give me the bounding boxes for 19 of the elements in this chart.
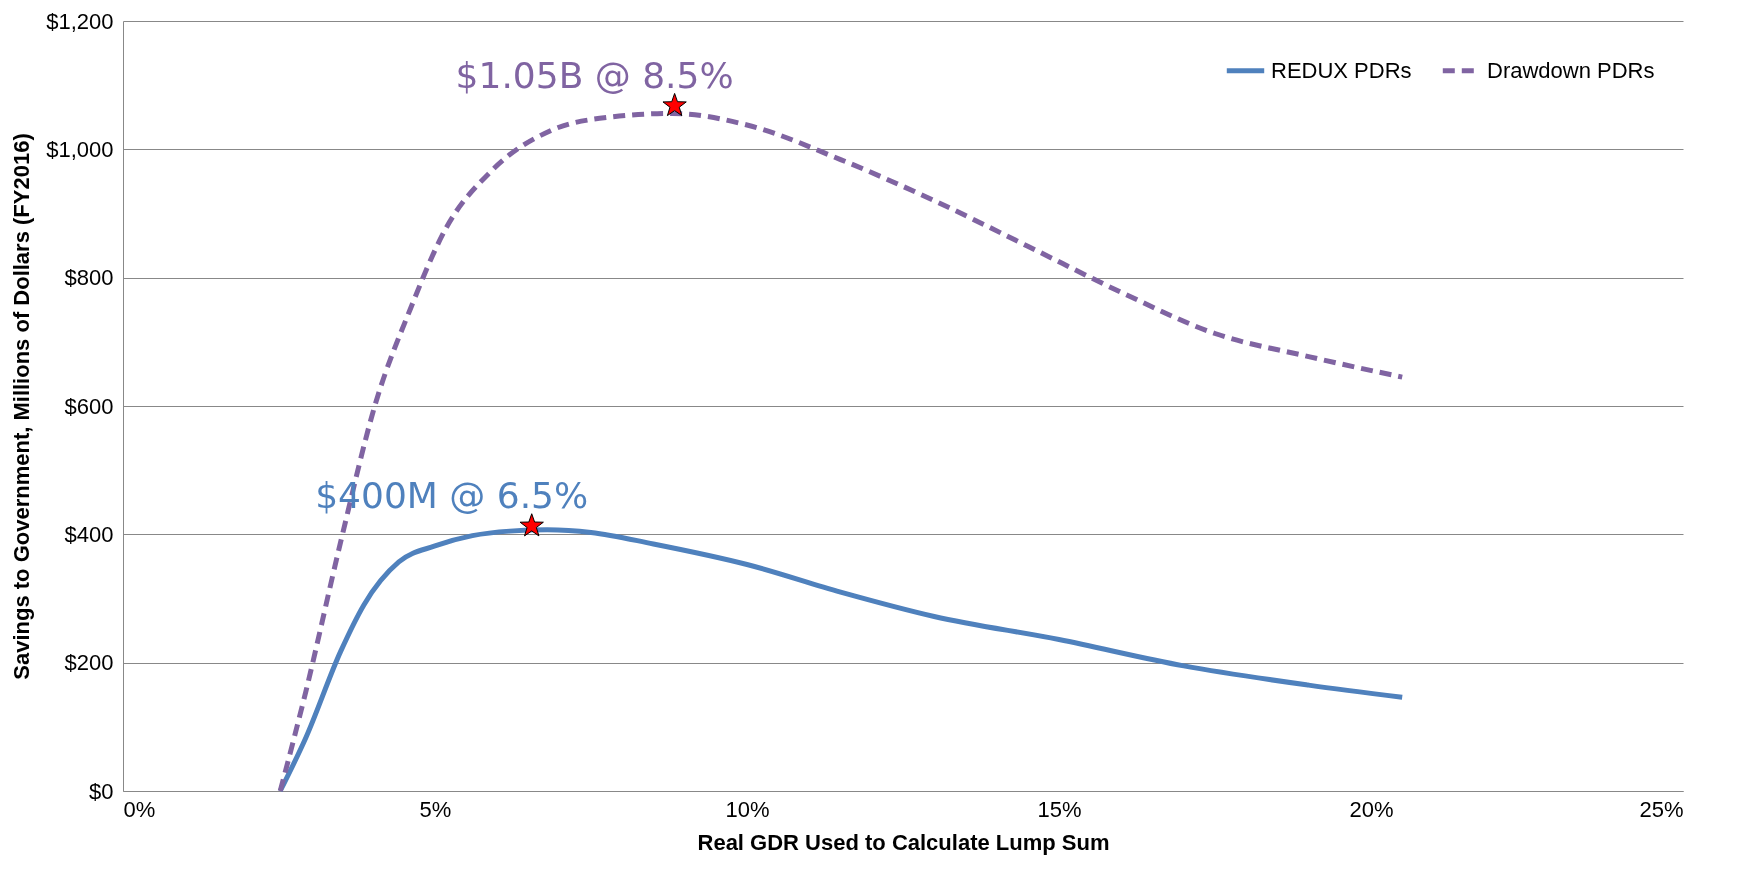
y-axis-title: Savings to Government, Millions of Dollars (FY2016) [9,133,35,680]
y-tick-label: $400 [64,521,114,547]
y-tick-label: $1,000 [46,136,114,162]
y-tick-label: $800 [64,265,114,291]
x-tick-label: 0% [123,796,156,822]
x-axis-title: Real GDR Used to Calculate Lump Sum [697,829,1110,855]
annotation: $400M @ 6.5% [315,474,589,516]
x-tick-label: 15% [1037,796,1082,822]
y-tick-label: $600 [64,393,114,419]
legend-label: REDUX PDRs [1271,57,1412,83]
y-tick-label: $0 [89,778,114,804]
annotation: $1.05B @ 8.5% [455,54,734,96]
y-tick-label: $1,200 [46,8,114,34]
x-tick-label: 10% [725,796,770,822]
x-tick-label: 5% [419,796,452,822]
x-tick-label: 25% [1639,796,1684,822]
x-tick-label: 20% [1349,796,1394,822]
y-tick-label: $200 [64,650,114,676]
legend-label: Drawdown PDRs [1487,57,1655,83]
